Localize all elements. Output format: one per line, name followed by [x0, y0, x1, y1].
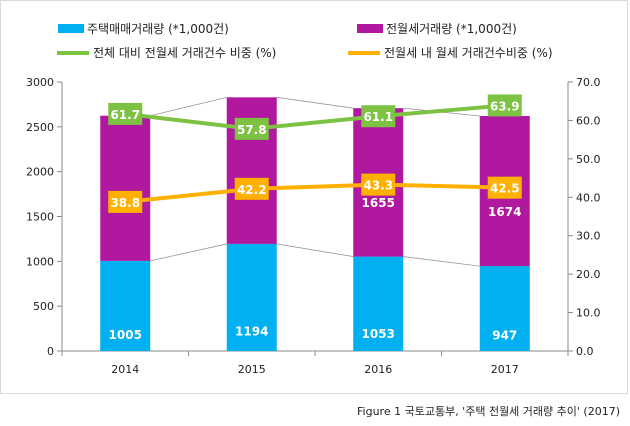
data-label-sale-volume: 1053 — [362, 327, 395, 341]
x-axis-tick-label: 2017 — [491, 363, 519, 376]
series-line-sale — [276, 243, 354, 257]
data-label-rent-share: 57.8 — [237, 123, 267, 137]
left-axis-tick-label: 0 — [47, 345, 54, 358]
data-label-sale-volume: 1194 — [235, 325, 268, 339]
data-label-sale-volume: 1005 — [109, 328, 142, 342]
data-label-rent-volume: 1655 — [362, 196, 395, 210]
marker-monthly-share — [361, 173, 396, 196]
x-axis-tick-label: 2015 — [238, 363, 266, 376]
right-axis-tick-label: 60.0 — [576, 114, 601, 127]
bar-sale-volume — [353, 256, 404, 351]
chart-plot: 0 500 1000 1500 2000 2500 3000 0.0 10.0 20.0 30.0 4… — [26, 76, 601, 376]
data-label-monthly-share: 43.3 — [363, 179, 393, 193]
series-line-sale — [150, 243, 227, 262]
marker-monthly-share — [487, 176, 522, 199]
legend-item-monthly-share: 전월세 내 월세 거래건수비중 (%) — [348, 44, 553, 61]
data-label-monthly-share: 42.2 — [237, 183, 267, 197]
left-axis-tick-label: 2500 — [26, 121, 54, 134]
right-axis-tick-label: 10.0 — [576, 307, 601, 320]
right-axis-tick-label: 0.0 — [576, 345, 594, 358]
data-label-rent-share: 63.9 — [490, 99, 520, 113]
right-axis-tick-label: 30.0 — [576, 230, 601, 243]
marker-rent-share — [487, 94, 522, 117]
left-axis-tick-label: 2000 — [26, 166, 54, 179]
marker-monthly-share — [234, 177, 269, 200]
x-axis-tick-label: 2016 — [364, 363, 392, 376]
data-label-rent-volume: 1674 — [488, 205, 521, 219]
figure-caption: Figure 1 국토교통부, '주택 전월세 거래량 추이' (2017) — [357, 405, 620, 418]
x-axis-tick-label: 2014 — [111, 363, 139, 376]
marker-rent-share — [234, 117, 269, 140]
right-axis-tick-label: 50.0 — [576, 153, 601, 166]
legend-swatch-sale-volume — [58, 24, 84, 33]
series-line-sale — [403, 256, 480, 267]
legend-label-monthly-share: 전월세 내 월세 거래건수비중 (%) — [384, 46, 553, 60]
bar-sale-volume — [100, 260, 151, 351]
bar-sale-volume — [226, 243, 277, 351]
series-line-monthly-share — [125, 182, 505, 204]
data-label-rent-share: 61.7 — [110, 108, 140, 122]
marker-rent-share — [361, 105, 396, 128]
legend-swatch-rent-volume — [357, 24, 383, 33]
legend-label-rent-volume: 전월세거래량 (*1,000건) — [386, 22, 517, 36]
legend-line-monthly-share — [348, 50, 380, 55]
right-axis-tick-label: 70.0 — [576, 76, 601, 89]
left-axis-tick-label: 1000 — [26, 255, 54, 268]
legend-item-rent-volume: 전월세거래량 (*1,000건) — [357, 20, 517, 37]
legend-label-sale-volume: 주택매매거래량 (*1,000건) — [87, 22, 229, 36]
legend-item-sale-volume: 주택매매거래량 (*1,000건) — [58, 20, 229, 37]
legend-item-rent-share: 전체 대비 전월세 거래건수 비중 (%) — [57, 44, 276, 61]
left-axis-tick-label: 3000 — [26, 76, 54, 89]
marker-monthly-share — [108, 190, 143, 213]
right-axis-tick-label: 40.0 — [576, 191, 601, 204]
data-label-monthly-share: 38.8 — [110, 196, 140, 210]
data-label-sale-volume: 947 — [492, 329, 517, 343]
series-line-total — [150, 96, 227, 117]
series-line-total — [276, 96, 354, 109]
left-axis-tick-label: 1500 — [26, 211, 54, 224]
legend-line-rent-share — [57, 50, 89, 55]
marker-rent-share — [108, 102, 143, 125]
data-label-monthly-share: 42.5 — [490, 182, 520, 196]
bar-sale-volume — [479, 266, 530, 351]
series-line-rent-share — [125, 103, 505, 131]
left-axis-tick-label: 500 — [33, 300, 54, 313]
right-axis-tick-label: 20.0 — [576, 268, 601, 281]
legend-label-rent-share: 전체 대비 전월세 거래건수 비중 (%) — [93, 46, 277, 60]
chart-frame — [0, 0, 628, 394]
bar-rent-volume — [100, 115, 151, 261]
data-label-rent-share: 61.1 — [363, 110, 393, 124]
